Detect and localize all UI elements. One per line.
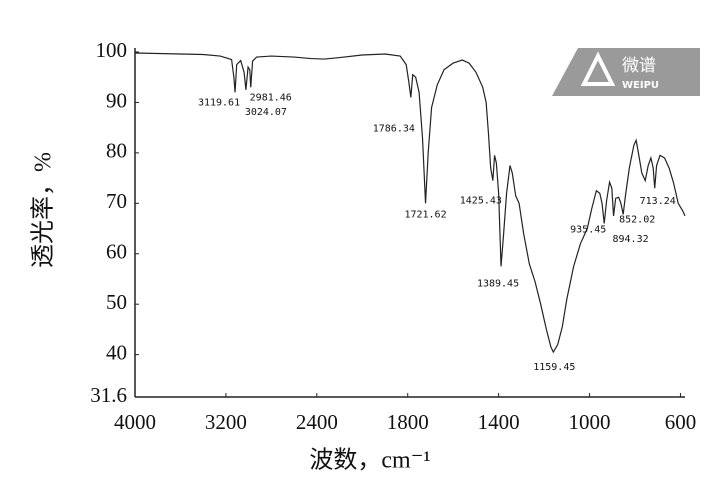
y-tick-label: 90 xyxy=(106,88,127,112)
x-tick-label: 1000 xyxy=(569,410,611,434)
peak-label: 1786.34 xyxy=(373,123,415,134)
y-tick-label: 80 xyxy=(106,139,127,163)
x-tick-label: 3200 xyxy=(205,410,247,434)
y-tick-label: 100 xyxy=(96,38,128,62)
y-tick-label: 31.6 xyxy=(90,383,127,407)
peak-label: 894.32 xyxy=(613,234,649,245)
peak-label: 1425.43 xyxy=(460,196,502,207)
x-tick-label: 4000 xyxy=(114,410,156,434)
y-tick-label: 50 xyxy=(106,290,127,314)
peak-label: 1389.45 xyxy=(477,278,519,289)
watermark-subtext: WEIPU xyxy=(622,80,659,91)
y-tick-label: 40 xyxy=(106,340,127,364)
watermark-text: 微谱 xyxy=(622,56,656,76)
peak-label: 3024.07 xyxy=(245,107,287,118)
spectrum-line xyxy=(134,52,686,354)
y-axis-label: 透光率，% xyxy=(30,152,57,268)
x-tick-label: 1400 xyxy=(478,410,520,434)
peak-label: 713.24 xyxy=(640,196,676,207)
peak-label: 852.02 xyxy=(619,214,655,225)
peak-label: 1721.62 xyxy=(404,209,446,220)
peak-label: 935.45 xyxy=(570,224,606,235)
x-tick-label: 1800 xyxy=(387,410,429,434)
watermark: 微谱 WEIPU xyxy=(552,48,700,96)
x-tick-label: 600 xyxy=(665,410,697,434)
peak-label: 1159.45 xyxy=(533,362,575,373)
y-tick-label: 60 xyxy=(106,240,127,264)
watermark-icon xyxy=(580,51,616,86)
y-tick-label: 70 xyxy=(106,189,127,213)
peak-label: 2981.46 xyxy=(250,92,292,103)
x-tick-label: 2400 xyxy=(296,410,338,434)
x-axis-label: 波数，cm⁻¹ xyxy=(309,447,430,474)
peak-label: 3119.61 xyxy=(198,97,240,108)
